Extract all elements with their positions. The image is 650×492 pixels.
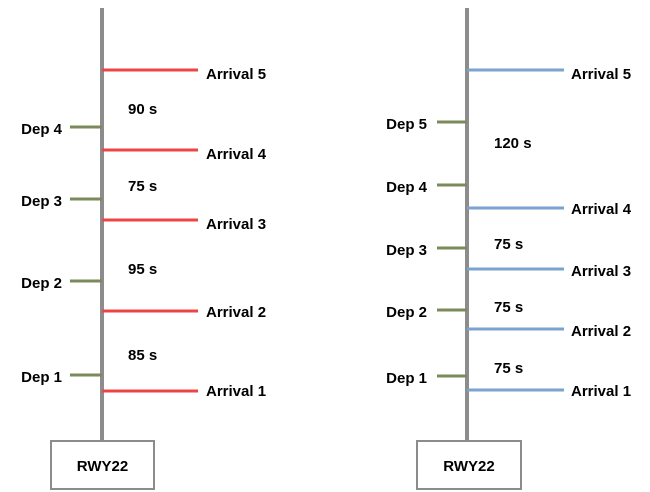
dep-3-label: Dep 3 [386, 242, 427, 259]
dep-4-label: Dep 4 [21, 121, 63, 138]
dep-2-label: Dep 2 [386, 304, 427, 321]
interval-label: 120 s [494, 135, 532, 152]
interval-label: 75 s [494, 360, 523, 377]
arrival-2-label: Arrival 2 [571, 323, 631, 340]
runway-box [50, 440, 155, 490]
arrival-3-label: Arrival 3 [571, 263, 631, 280]
interval-label: 75 s [494, 236, 523, 253]
dep-4-label: Dep 4 [386, 179, 428, 196]
arrival-5-label: Arrival 5 [206, 66, 266, 83]
arrival-4-label: Arrival 4 [571, 201, 632, 218]
arrival-5-label: Arrival 5 [571, 66, 631, 83]
arrival-2-label: Arrival 2 [206, 304, 266, 321]
arrival-1-label: Arrival 1 [206, 383, 266, 400]
arrival-3-label: Arrival 3 [206, 216, 266, 233]
diagram-left: Arrival 5 Arrival 4 Arrival 3 Arrival 2 … [21, 8, 267, 490]
dep-1-label: Dep 1 [386, 370, 427, 387]
dep-3-label: Dep 3 [21, 193, 62, 210]
interval-label: 90 s [128, 101, 157, 118]
dep-2-label: Dep 2 [21, 275, 62, 292]
arrival-1-label: Arrival 1 [571, 383, 631, 400]
arrival-4-label: Arrival 4 [206, 146, 267, 163]
interval-label: 85 s [128, 347, 157, 364]
dep-5-label: Dep 5 [386, 116, 427, 133]
runway-label: RWY22 [77, 458, 128, 475]
dep-1-label: Dep 1 [21, 369, 62, 386]
diagram-right: Arrival 5 Arrival 4 Arrival 3 Arrival 2 … [386, 8, 632, 490]
runway-box [416, 440, 522, 490]
interval-label: 95 s [128, 261, 157, 278]
interval-label: 75 s [494, 299, 523, 316]
runway-label: RWY22 [443, 458, 494, 475]
interval-label: 75 s [128, 178, 157, 195]
